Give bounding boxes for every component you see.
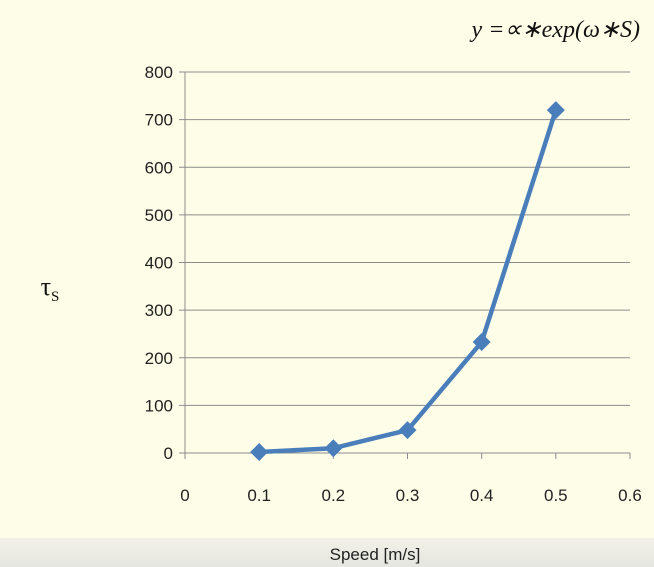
y-tick-label: 100	[145, 396, 173, 415]
data-point-marker	[546, 101, 565, 120]
y-tick-label: 0	[164, 444, 173, 463]
data-point-marker	[324, 439, 343, 458]
data-point-marker	[398, 421, 417, 440]
background-band	[0, 538, 654, 567]
data-point-marker	[472, 333, 491, 352]
axes	[179, 71, 631, 459]
y-tick-label: 700	[145, 111, 173, 130]
y-axis-label-symbol: τ	[41, 272, 51, 301]
y-tick-label: 500	[145, 206, 173, 225]
y-tick-label: 400	[145, 254, 173, 273]
x-tick-label: 0	[180, 486, 189, 505]
y-tick-label: 800	[145, 63, 173, 82]
y-axis-label-subscript: S	[51, 289, 59, 305]
chart-title: y =∝∗exp(ω∗S)	[470, 17, 640, 43]
x-tick-label: 0.4	[470, 486, 494, 505]
data-point-marker	[250, 443, 269, 462]
gridlines	[185, 71, 630, 406]
x-tick-labels: 0 0.1 0.2 0.3 0.4 0.5 0.6	[180, 486, 642, 505]
y-tick-label: 300	[145, 301, 173, 320]
x-axis-label: Speed [m/s]	[330, 545, 421, 564]
data-series	[250, 101, 565, 462]
series-line	[256, 107, 559, 455]
y-tick-label: 200	[145, 349, 173, 368]
y-axis-label: τS	[41, 272, 60, 305]
y-tick-label: 600	[145, 158, 173, 177]
x-tick-label: 0.2	[322, 486, 346, 505]
x-tick-label: 0.3	[396, 486, 420, 505]
x-tick-label: 0.5	[544, 486, 568, 505]
y-tick-labels: 0 100 200 300 400 500 600 700 800	[145, 63, 173, 463]
x-tick-label: 0.6	[618, 486, 642, 505]
x-tick-label: 0.1	[247, 486, 271, 505]
